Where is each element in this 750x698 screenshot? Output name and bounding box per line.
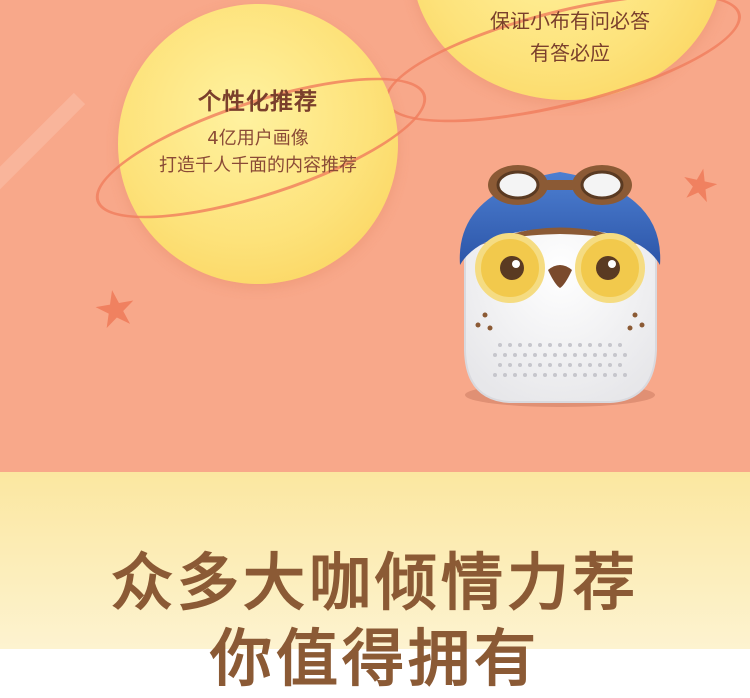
- hero-section: 保证小布有问必答 有答必应 个性化推荐 4亿用户画像 打造千人千面的内容推荐 ★…: [0, 0, 750, 472]
- feature-circle-recommend: [118, 4, 398, 284]
- owl-robot-speaker-image: [459, 165, 661, 407]
- feature-recommend-line2: 打造千人千面的内容推荐: [159, 155, 357, 176]
- star-icon: ★: [88, 276, 143, 342]
- headline-line2: 你值得拥有: [209, 622, 540, 695]
- star-icon: ★: [675, 156, 725, 215]
- feature-recommend-line1: 4亿用户画像: [207, 128, 309, 149]
- feature-answer-line2: 有答必应: [530, 41, 610, 65]
- headline-line1: 众多大咖倾情力荐: [110, 546, 639, 619]
- feature-answer-line1: 保证小布有问必答: [490, 9, 650, 33]
- feature-recommend-title: 个性化推荐: [198, 89, 318, 115]
- decor-stripe: [0, 92, 86, 204]
- headline-section: [0, 472, 750, 649]
